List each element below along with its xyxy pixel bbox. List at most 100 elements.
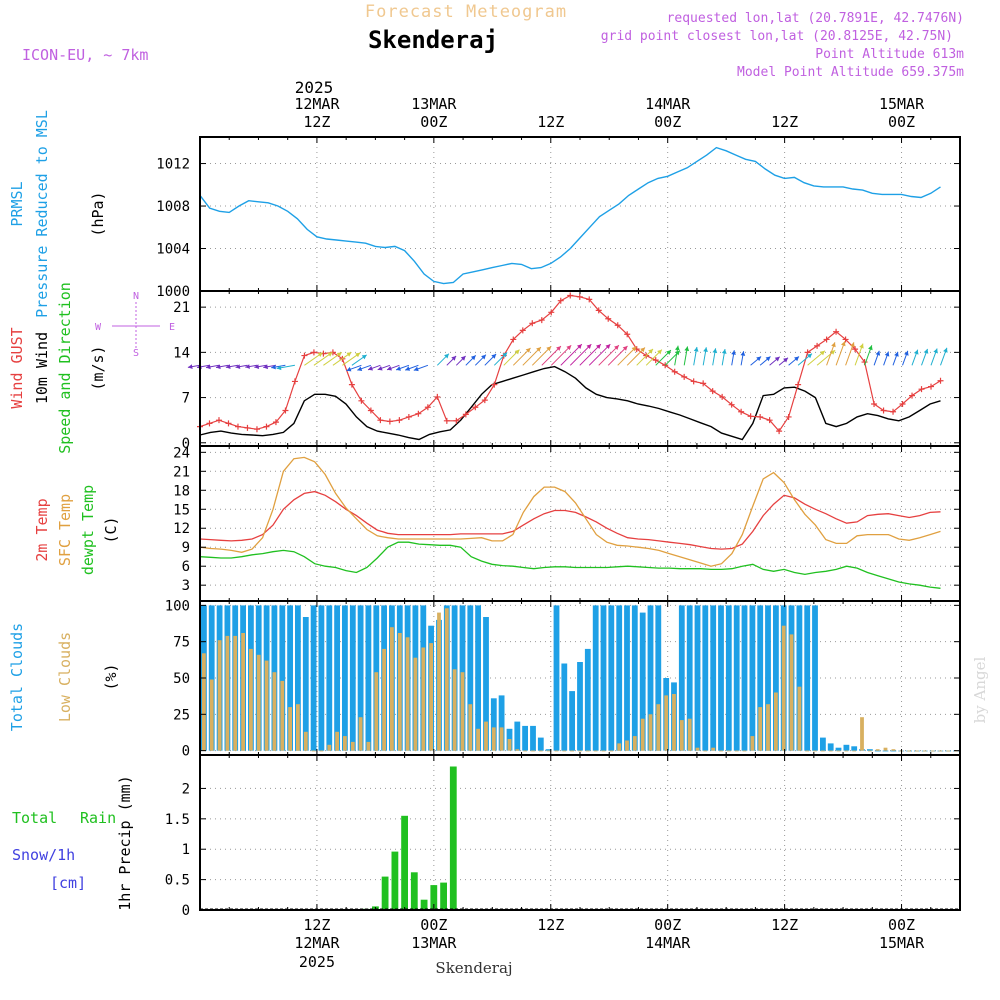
gust-point <box>215 417 222 424</box>
bar-low-clouds <box>946 750 951 752</box>
wind-arrow-head <box>841 341 846 347</box>
bar-total-clouds <box>694 605 701 751</box>
bar-total-clouds <box>334 605 340 751</box>
bar-low-clouds <box>405 637 410 751</box>
wind-arrow-head <box>820 350 825 356</box>
wind-arrow-head <box>943 347 948 353</box>
precip-unit: 1hr Precip (mm) <box>116 775 134 910</box>
wind-arrow <box>531 346 552 366</box>
wind-arrow <box>598 344 620 366</box>
wind-arrow-head <box>577 344 582 349</box>
bar-low-clouds <box>437 612 441 751</box>
wind-arrow <box>560 343 583 366</box>
compass-n: N <box>133 291 139 302</box>
bar-total-clouds <box>616 605 623 751</box>
bar-low-clouds <box>632 736 637 751</box>
gust-point <box>557 297 564 304</box>
bar-low-clouds <box>711 747 716 751</box>
bar-low-clouds <box>343 736 347 751</box>
gust-point <box>871 401 878 408</box>
y-tick-label: 24 <box>173 445 190 461</box>
gust-point <box>700 380 707 387</box>
y-tick-label: 1.5 <box>165 812 190 828</box>
bar-total-clouds <box>569 691 575 751</box>
gust-point <box>738 408 745 415</box>
bar-low-clouds <box>852 750 857 752</box>
wind-arrow-head <box>336 352 342 357</box>
wind-arrow-head <box>451 356 457 361</box>
bar-total-clouds <box>608 605 615 751</box>
gust-point <box>880 407 887 414</box>
bar-total-clouds <box>483 617 489 751</box>
wind-arrow-head <box>831 342 836 348</box>
bar-low-clouds <box>531 750 535 752</box>
y-tick-label: 100 <box>165 598 190 614</box>
gust-point <box>795 381 802 388</box>
bar-low-clouds <box>742 750 747 752</box>
wind-arrow-head <box>622 346 628 351</box>
bar-low-clouds <box>515 749 520 751</box>
watermark: by Angel <box>971 656 989 723</box>
y-tick-label: 3 <box>182 578 190 594</box>
bar-total-clouds <box>741 605 748 751</box>
wind-arrow-head <box>525 348 531 353</box>
gust-point <box>605 315 612 322</box>
bar-low-clouds <box>499 727 504 751</box>
gust-point <box>453 417 460 424</box>
gust-point <box>652 357 659 364</box>
temp-unit: (C) <box>102 516 120 543</box>
y-tick-label: 18 <box>173 483 190 499</box>
bar-low-clouds <box>468 704 473 751</box>
bar-low-clouds <box>640 718 645 751</box>
x-top-hour-label: 12Z <box>771 113 798 131</box>
wind-arrow-head <box>596 344 601 349</box>
bar-low-clouds <box>938 750 943 752</box>
bar-low-clouds <box>225 635 230 751</box>
bar-low-clouds <box>429 643 433 751</box>
bar-low-clouds <box>781 625 786 751</box>
bar-total-clouds <box>553 605 560 751</box>
bar-low-clouds <box>679 720 684 751</box>
x-top-date-label: 15MAR <box>879 95 925 113</box>
bar-low-clouds <box>625 740 629 751</box>
gust-point <box>310 349 317 356</box>
gust-point <box>776 428 783 435</box>
wind-arrow-head <box>756 356 762 362</box>
bar-total-clouds <box>208 605 215 751</box>
compass-s: S <box>133 348 139 359</box>
wind-arrow-head <box>684 346 690 352</box>
gust-point <box>491 381 498 388</box>
point-altitude: Point Altitude 613m <box>815 47 964 62</box>
wind-arrow-head <box>346 366 352 372</box>
bar-total-clouds <box>655 605 662 751</box>
bar-total-clouds <box>530 725 536 751</box>
bar-rain <box>391 851 399 910</box>
model-altitude: Model Point Altitude 659.375m <box>737 65 964 80</box>
pressure-ylabel-long: Pressure Reduced to MSL <box>33 110 51 318</box>
bar-total-clouds <box>820 737 826 751</box>
bar-total-clouds <box>757 605 764 751</box>
series-gust-line <box>199 294 941 433</box>
bar-total-clouds <box>624 605 630 751</box>
bar-rain <box>401 815 408 910</box>
gust-point <box>671 368 678 375</box>
wind-arrow-head <box>884 351 890 357</box>
gust-point <box>624 331 631 338</box>
gust-point <box>890 408 897 415</box>
wind-arrow-head <box>731 350 736 355</box>
gridpoint-coords: grid point closest lon,lat (20.8125E, 42… <box>601 29 953 44</box>
bar-rain <box>381 876 389 910</box>
bar-low-clouds <box>256 654 261 751</box>
x-top-date-label: 14MAR <box>645 95 691 113</box>
bar-rain <box>420 899 428 910</box>
temp2m-ylabel: 2m Temp <box>33 498 51 561</box>
bar-total-clouds <box>647 605 654 751</box>
bar-low-clouds <box>554 750 559 752</box>
gust-point <box>728 401 735 408</box>
gust-point <box>367 407 374 414</box>
bar-total-clouds <box>561 663 568 751</box>
x-bottom-hour-label: 00Z <box>420 916 447 934</box>
gust-point <box>548 309 555 316</box>
y-tick-label: 2 <box>182 781 190 797</box>
